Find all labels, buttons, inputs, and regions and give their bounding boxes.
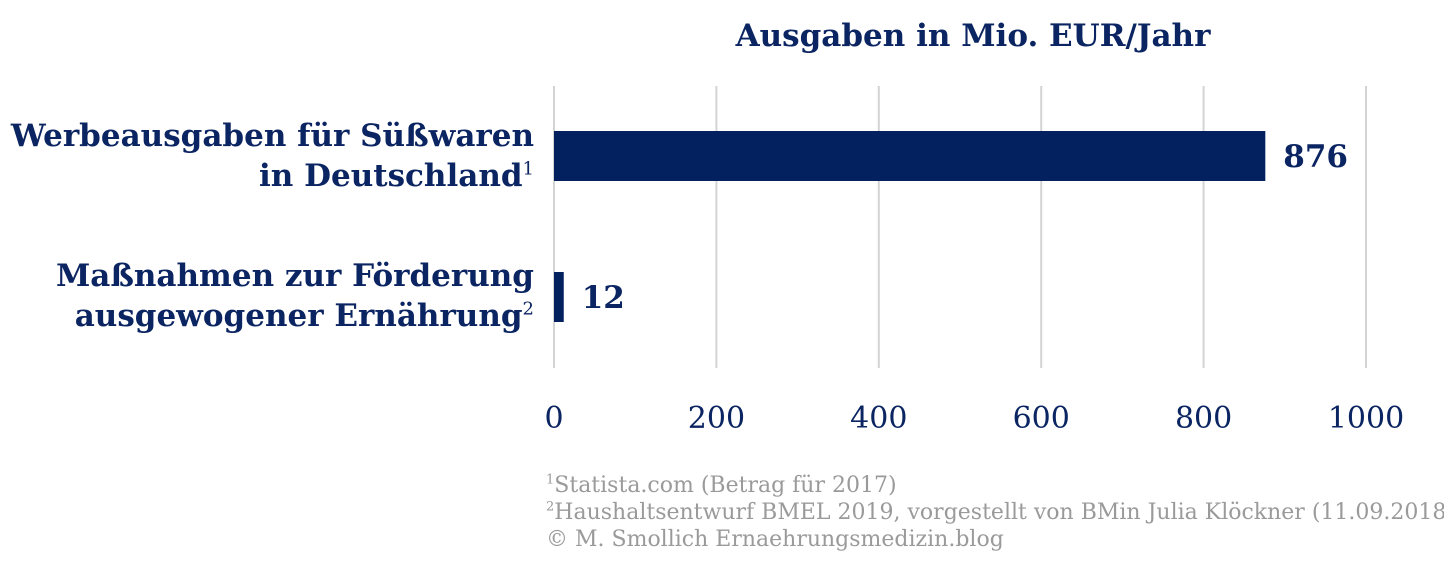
category-label-1-line-2: in Deutschland bbox=[259, 158, 523, 194]
footnote-ref-1: 1 bbox=[522, 158, 534, 180]
x-tick-label-400: 400 bbox=[850, 401, 907, 436]
x-tick-label-600: 600 bbox=[1013, 401, 1070, 436]
data-label-2: 12 bbox=[582, 280, 625, 316]
footnotes: 1Statista.com (Betrag für 2017) 2Haushal… bbox=[546, 472, 1444, 553]
copyright-note: © M. Smollich Ernaehrungsmedizin.blog bbox=[546, 527, 1004, 552]
category-label-1: Werbeausgaben für Süßwaren in Deutschlan… bbox=[11, 116, 534, 196]
category-label-2-line-1: Maßnahmen zur Förderung bbox=[55, 258, 534, 294]
category-label-2: Maßnahmen zur Förderung ausgewogener Ern… bbox=[56, 256, 534, 336]
category-label-2-line-2: ausgewogener Ernährung bbox=[74, 298, 523, 334]
x-tick-label-800: 800 bbox=[1175, 401, 1232, 436]
footnote-ref-2: 2 bbox=[522, 298, 534, 320]
bar-2 bbox=[554, 272, 564, 322]
x-tick-label-0: 0 bbox=[544, 401, 563, 436]
data-label-1: 876 bbox=[1283, 139, 1348, 175]
footnote-2: 2Haushaltsentwurf BMEL 2019, vorgestellt… bbox=[546, 499, 1444, 525]
bar-1 bbox=[554, 131, 1266, 181]
footnote-1: 1Statista.com (Betrag für 2017) bbox=[546, 472, 897, 498]
category-label-1-line-1: Werbeausgaben für Süßwaren bbox=[10, 118, 534, 154]
x-tick-label-200: 200 bbox=[688, 401, 745, 436]
chart-title: Ausgaben in Mio. EUR/Jahr bbox=[735, 18, 1211, 54]
x-tick-label-1000: 1000 bbox=[1328, 401, 1404, 436]
